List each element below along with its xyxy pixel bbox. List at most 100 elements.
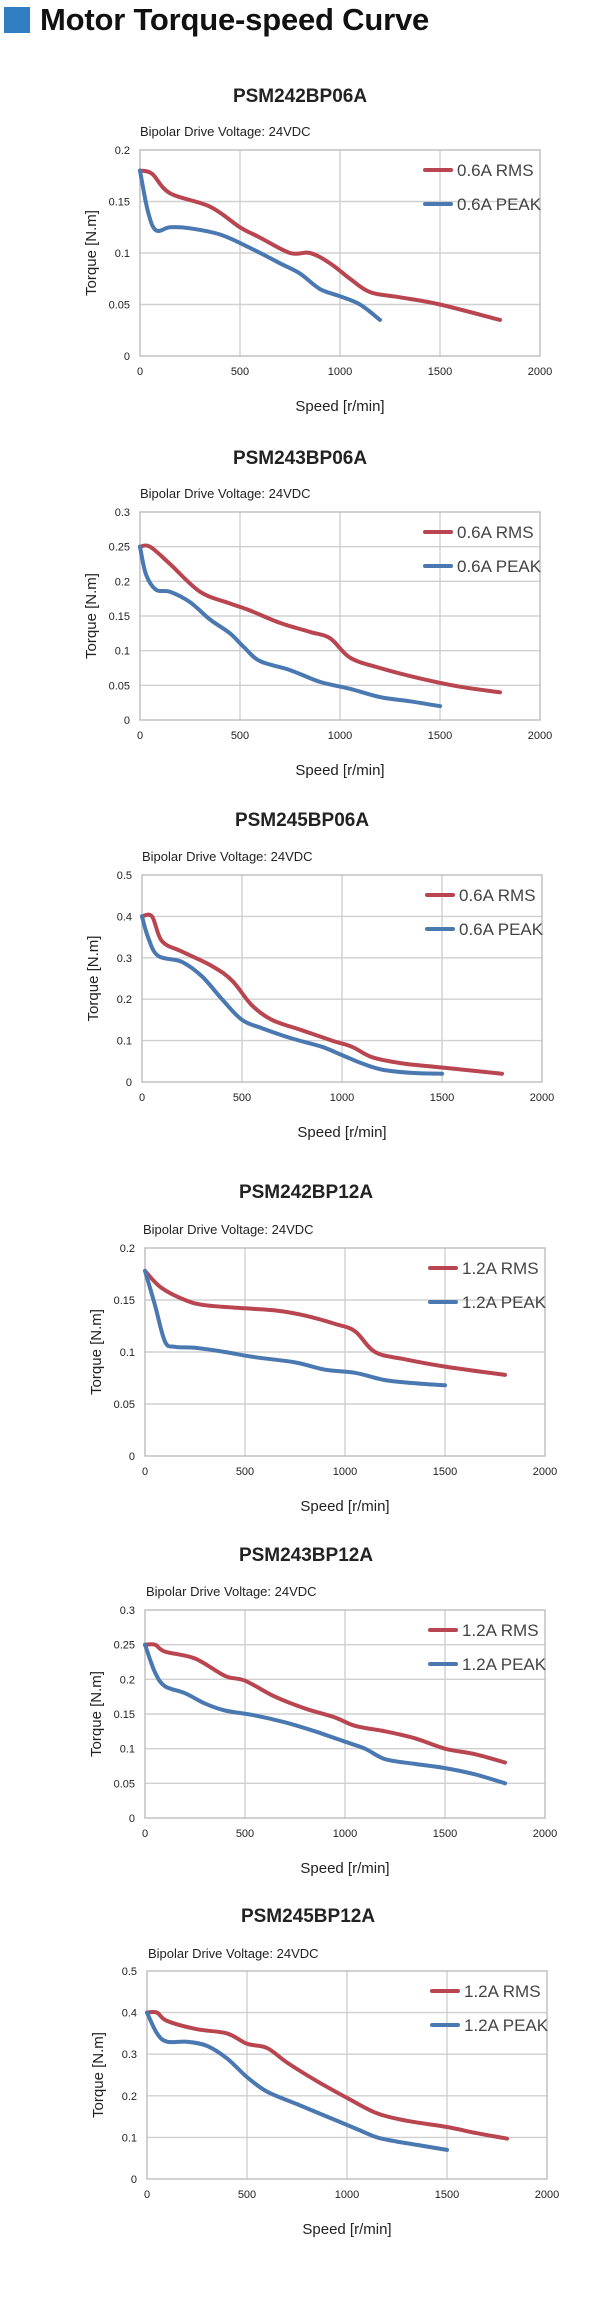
- series-line-peak: [143, 1268, 447, 1388]
- y-axis-label: Torque [N.m]: [88, 1309, 105, 1395]
- y-tick-label: 0: [131, 2174, 137, 2186]
- y-tick-label: 0.15: [114, 1709, 135, 1721]
- y-tick-label: 0.5: [117, 870, 132, 882]
- legend-label: 1.2A PEAK: [462, 1293, 547, 1312]
- y-axis-label: Torque [N.m]: [83, 573, 100, 659]
- plot-frame: [146, 1970, 548, 2180]
- legend-label: 0.6A RMS: [459, 886, 536, 905]
- y-tick-label: 0.2: [120, 1243, 135, 1255]
- y-tick-label: 0.4: [122, 2008, 137, 2020]
- y-tick-label: 0: [124, 351, 130, 363]
- chart-title: PSM243BP12A: [239, 1545, 373, 1566]
- title-marker-square: [4, 7, 30, 33]
- chart-1: PSM242BP06A Bipolar Drive Voltage: 24VDC 0…: [83, 86, 552, 415]
- x-tick-label: 2000: [535, 2189, 559, 2201]
- chart-5: PSM243BP12A Bipolar Drive Voltage: 24VDC 0…: [88, 1545, 557, 1877]
- legend-label: 0.6A RMS: [457, 523, 534, 542]
- chart-title: PSM242BP06A: [233, 86, 367, 107]
- x-tick-label: 2000: [528, 730, 552, 742]
- chart-title: PSM243BP06A: [233, 448, 367, 469]
- y-tick-label: 0.25: [109, 542, 130, 554]
- page-title: Motor Torque-speed Curve: [40, 2, 430, 37]
- x-axis-label: Speed [r/min]: [300, 1498, 389, 1515]
- plot-frame: [139, 511, 541, 721]
- series-line-peak: [145, 2010, 449, 2152]
- chart-subtitle: Bipolar Drive Voltage: 24VDC: [143, 1222, 314, 1237]
- x-tick-label: 0: [142, 1828, 148, 1840]
- series-line-rms: [138, 543, 502, 695]
- chart-title: PSM245BP12A: [241, 1906, 375, 1927]
- chart-subtitle: Bipolar Drive Voltage: 24VDC: [148, 1946, 319, 1961]
- chart-subtitle: Bipolar Drive Voltage: 24VDC: [140, 124, 311, 139]
- y-axis-label: Torque [N.m]: [83, 210, 100, 296]
- y-axis-label: Torque [N.m]: [85, 936, 102, 1022]
- legend-label: 1.2A PEAK: [462, 1655, 547, 1674]
- legend-label: 0.6A PEAK: [457, 557, 542, 576]
- legend-label: 0.6A RMS: [457, 161, 534, 180]
- series-line-peak: [138, 544, 442, 709]
- chart-subtitle: Bipolar Drive Voltage: 24VDC: [140, 486, 311, 501]
- y-tick-label: 0.2: [115, 576, 130, 588]
- x-tick-label: 2000: [533, 1466, 557, 1478]
- x-tick-label: 0: [144, 2189, 150, 2201]
- y-tick-label: 0.3: [117, 953, 132, 965]
- plot-frame: [141, 874, 543, 1083]
- x-tick-label: 1500: [433, 1828, 457, 1840]
- y-tick-label: 0.1: [120, 1744, 135, 1756]
- y-axis-label: Torque [N.m]: [90, 2032, 107, 2118]
- x-tick-label: 500: [236, 1466, 254, 1478]
- x-tick-label: 0: [137, 730, 143, 742]
- x-tick-label: 1000: [328, 730, 352, 742]
- y-tick-label: 0: [124, 715, 130, 727]
- y-tick-label: 0.1: [115, 646, 130, 658]
- legend-label: 1.2A RMS: [462, 1259, 539, 1278]
- y-tick-label: 0.4: [117, 911, 132, 923]
- y-tick-label: 0.1: [122, 2132, 137, 2144]
- y-tick-label: 0.1: [117, 1036, 132, 1048]
- y-tick-label: 0.05: [114, 1399, 135, 1411]
- chart-3: PSM245BP06A Bipolar Drive Voltage: 24VDC 0…: [85, 810, 554, 1141]
- chart-2: PSM243BP06A Bipolar Drive Voltage: 24VDC 0…: [83, 448, 552, 779]
- x-axis-label: Speed [r/min]: [300, 1860, 389, 1877]
- legend-label: 1.2A PEAK: [464, 2016, 549, 2035]
- y-tick-label: 0: [129, 1813, 135, 1825]
- legend-label: 0.6A PEAK: [459, 920, 544, 939]
- x-tick-label: 0: [139, 1092, 145, 1104]
- x-tick-label: 1000: [333, 1828, 357, 1840]
- y-tick-label: 0.05: [109, 680, 130, 692]
- page-header: Motor Torque-speed Curve: [4, 2, 430, 37]
- y-tick-label: 0.3: [115, 507, 130, 519]
- plot-frame: [144, 1247, 546, 1457]
- x-tick-label: 500: [231, 366, 249, 378]
- plot-frame: [139, 149, 541, 357]
- series-line-rms: [145, 2009, 509, 2141]
- x-tick-label: 500: [238, 2189, 256, 2201]
- x-tick-label: 2000: [528, 366, 552, 378]
- y-tick-label: 0.1: [120, 1347, 135, 1359]
- x-tick-label: 2000: [530, 1092, 554, 1104]
- chart-subtitle: Bipolar Drive Voltage: 24VDC: [142, 849, 313, 864]
- plot-frame: [144, 1609, 546, 1819]
- x-tick-label: 1500: [433, 1466, 457, 1478]
- y-tick-label: 0.15: [109, 611, 130, 623]
- legend-label: 1.2A RMS: [464, 1982, 541, 2001]
- x-axis-label: Speed [r/min]: [302, 2221, 391, 2238]
- chart-title: PSM245BP06A: [235, 810, 369, 831]
- chart-4: PSM242BP12A Bipolar Drive Voltage: 24VDC 0…: [88, 1182, 557, 1515]
- y-tick-label: 0.3: [120, 1605, 135, 1617]
- series-line-rms: [138, 168, 502, 322]
- series-line-peak: [140, 914, 444, 1076]
- x-tick-label: 0: [137, 366, 143, 378]
- legend-label: 1.2A RMS: [462, 1621, 539, 1640]
- y-tick-label: 0.25: [114, 1640, 135, 1652]
- series-line-peak: [143, 1642, 507, 1786]
- x-tick-label: 1500: [428, 730, 452, 742]
- series-line-rms: [140, 912, 504, 1076]
- y-tick-label: 0: [129, 1451, 135, 1463]
- x-axis-label: Speed [r/min]: [295, 762, 384, 779]
- x-tick-label: 1500: [428, 366, 452, 378]
- y-tick-label: 0.2: [117, 994, 132, 1006]
- series-line-rms: [143, 1268, 507, 1377]
